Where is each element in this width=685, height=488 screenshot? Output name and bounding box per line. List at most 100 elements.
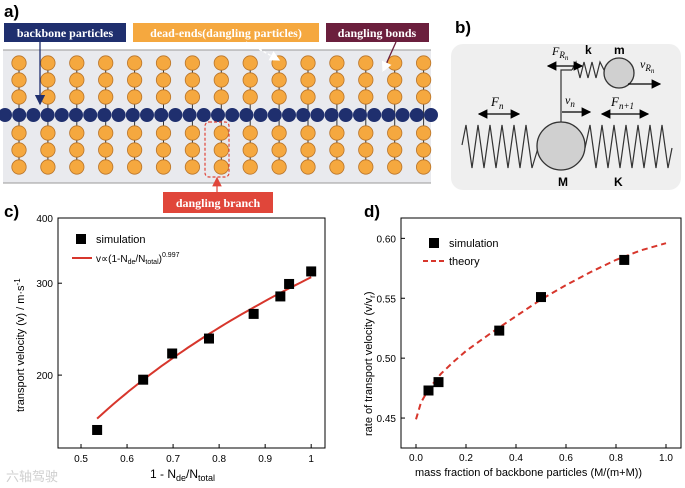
dangling-particle: [242, 55, 258, 71]
dangling-particle: [40, 89, 56, 105]
dangling-branch-highlight: [204, 121, 230, 178]
dangling-particle: [40, 125, 56, 141]
m-label: m: [614, 43, 625, 57]
dangling-particle: [155, 55, 172, 71]
x-tick-label: 1: [308, 454, 314, 465]
backbone-particle: [69, 108, 83, 122]
backbone-label-box: [4, 23, 126, 42]
dangling-particle: [242, 72, 258, 88]
backbone-particle: [253, 108, 268, 122]
backbone-particle: [83, 108, 98, 122]
panel-b: b) FRn k m vRn Fn vn Fn+1 M K: [451, 18, 681, 190]
backbone-particle: [182, 108, 197, 122]
legend-c-simulation-marker: [76, 234, 86, 244]
bonds-arrow: [381, 41, 397, 73]
dangling-particle: [358, 89, 374, 105]
dangling-particle: [69, 125, 85, 141]
dangling-particle: [329, 89, 345, 105]
dangling-particle: [329, 159, 345, 175]
simulation-point: [619, 254, 630, 265]
panel-a-tag: a): [4, 2, 19, 21]
dangling-particle: [127, 72, 143, 88]
simulation-point: [536, 292, 546, 303]
bonds-label: dangling bonds: [338, 26, 417, 40]
dangling-particle: [127, 89, 143, 105]
dangling-particle: [69, 159, 85, 175]
dangling-particle: [242, 142, 258, 158]
backbone-particle: [409, 108, 424, 122]
backbone-particle: [267, 108, 282, 122]
dangling-particle: [127, 142, 143, 158]
dangling-particle: [213, 72, 229, 88]
F-R-label: FRn: [551, 44, 569, 62]
dangling-particle: [329, 125, 345, 141]
dangling-particle: [415, 142, 432, 158]
dangling-particle: [358, 72, 374, 88]
plot-d-ylabel: rate of transport velocity (v/vr): [363, 291, 377, 436]
legend-c-simulation-label: simulation: [96, 234, 146, 246]
backbone-particle: [338, 108, 353, 122]
simulation-point: [92, 424, 103, 435]
particle-lattice: [0, 55, 438, 175]
dangling-particle: [300, 159, 316, 175]
k-label: k: [585, 43, 592, 57]
dangling-particle: [358, 142, 374, 158]
backbone-particle: [239, 108, 254, 122]
dangling-particle: [387, 55, 403, 71]
plot-d-ticks: 0.0 0.2 0.4 0.6 0.8 1.0 0.45 0.50 0.55 0.60: [377, 234, 674, 464]
dangling-particle: [358, 55, 374, 71]
backbone-particle: [353, 108, 367, 122]
plot-d-xlabel: mass fraction of backbone particles (M/(…: [415, 467, 642, 479]
v-n-label: vn: [565, 93, 575, 109]
dangling-particle: [387, 159, 403, 175]
simulation-point: [203, 333, 214, 344]
y-tick-label: 0.60: [377, 234, 397, 245]
dangling-particle: [271, 72, 287, 88]
y-tick-label: 200: [36, 371, 53, 382]
plot-c-ylabel: transport velocity (v) / m·s-1: [13, 278, 27, 412]
backbone-particle: [296, 108, 311, 122]
dangling-particle: [69, 55, 85, 71]
backbone-particle: [40, 108, 55, 122]
backbone-particle: [0, 108, 12, 122]
dangling-particle: [184, 72, 200, 88]
y-tick-label: 300: [36, 279, 53, 290]
dangling-particle: [11, 125, 27, 141]
dangling-particle: [300, 125, 316, 141]
plot-d-marks: [415, 242, 667, 420]
plot-c-marks: [92, 266, 317, 435]
x-tick-label: 0.6: [559, 453, 573, 464]
legend-d-theory-label: theory: [449, 256, 480, 268]
dangling-particle: [300, 55, 316, 71]
y-tick-label: 0.50: [377, 354, 397, 365]
dangling-particle: [387, 142, 403, 158]
x-tick-label: 0.0: [409, 453, 423, 464]
dangling-particle: [415, 72, 432, 88]
F-n-label: Fn: [490, 94, 504, 111]
dangling-particle: [184, 159, 200, 175]
plot-c-xlabel: 1 - Nde/Ntotal: [150, 467, 215, 483]
x-tick-label: 0.6: [120, 454, 134, 465]
x-tick-label: 0.4: [509, 453, 523, 464]
v-R-label: vRn: [640, 57, 655, 75]
dangling-particle: [127, 55, 143, 71]
backbone-particle: [424, 108, 438, 122]
backbone-particle: [211, 108, 225, 122]
dangling-particle: [300, 142, 316, 158]
dangling-particle: [387, 89, 403, 105]
F-n1-label: Fn+1: [610, 94, 634, 111]
dangling-particle: [184, 55, 200, 71]
simulation-point: [167, 348, 178, 359]
dangling-particle: [184, 89, 200, 105]
panel-d-tag: d): [364, 202, 380, 221]
right-spring: [584, 124, 673, 169]
dangling-particle: [98, 72, 114, 88]
simulation-point: [275, 291, 286, 302]
dangling-particle: [387, 125, 403, 141]
y-tick-label: 0.55: [377, 294, 397, 305]
y-tick-label: 0.45: [377, 414, 397, 425]
dangling-particle: [415, 89, 432, 105]
panel-d: d) 0.0 0.2 0.4 0.6 0.8 1.0 0.45 0.50 0.55 0.60 si…: [363, 202, 682, 479]
x-tick-label: 0.8: [609, 453, 623, 464]
